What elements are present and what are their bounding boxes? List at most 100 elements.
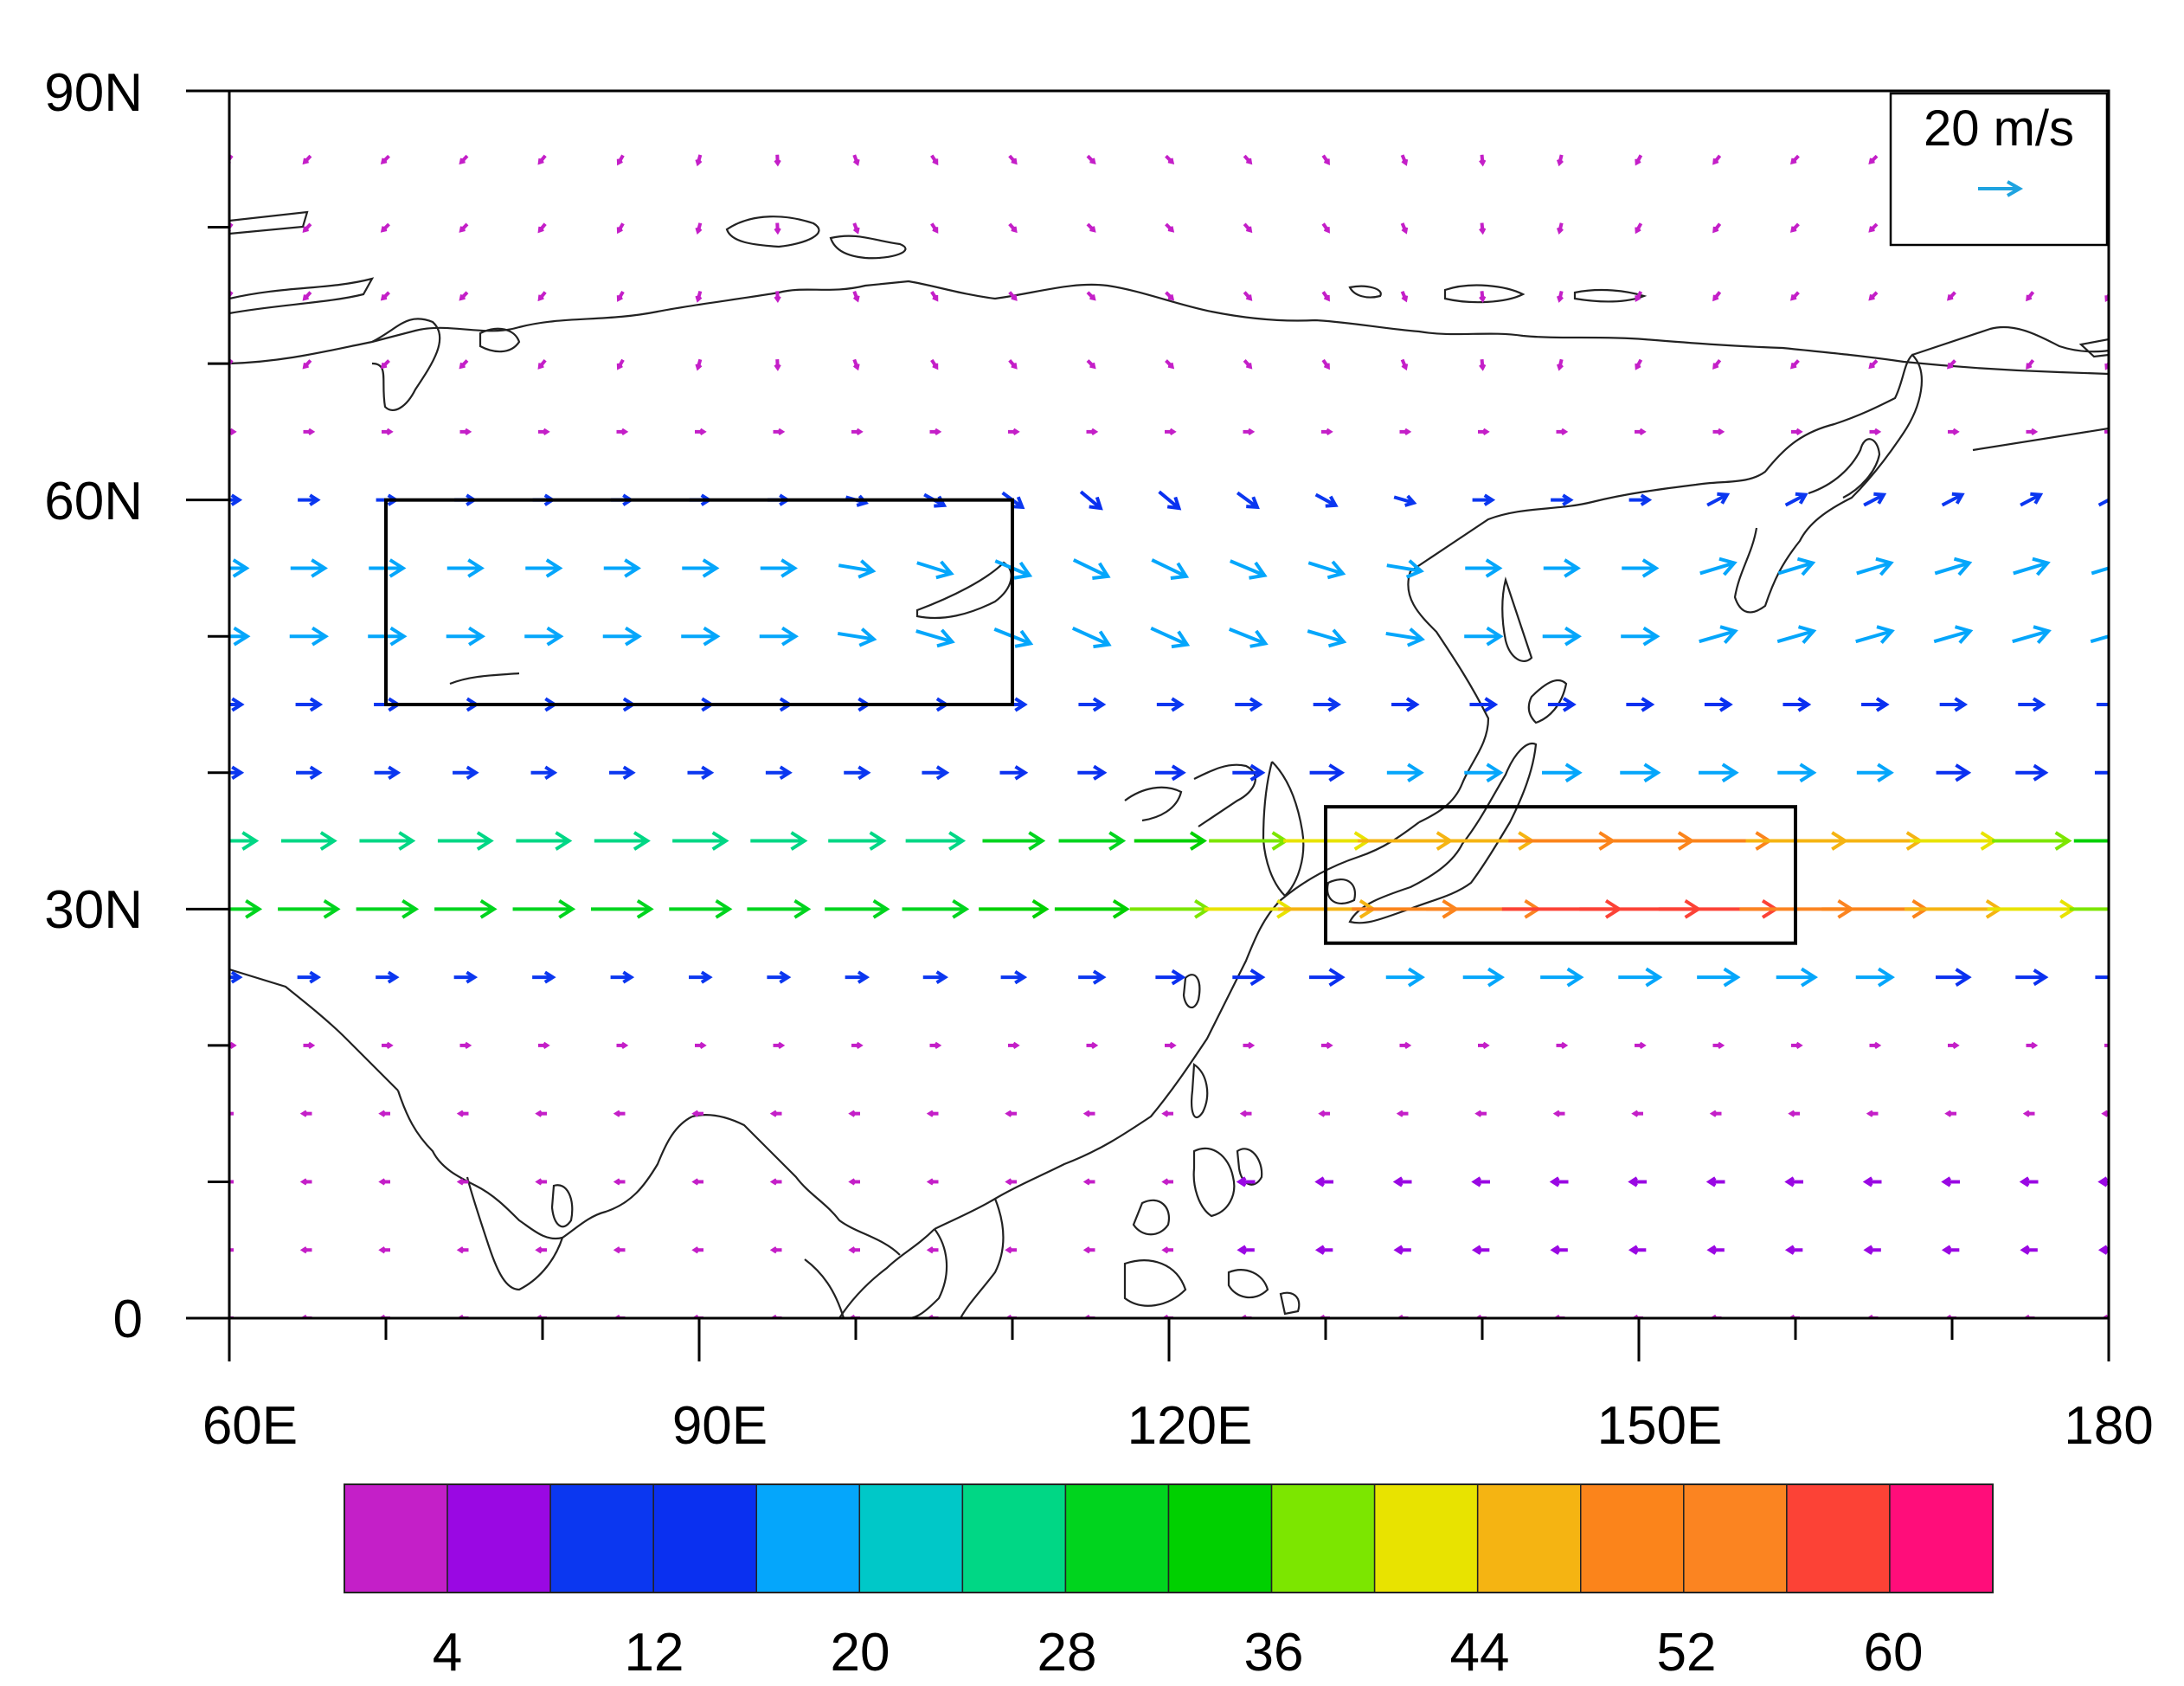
colorbar-label: 28 <box>1037 1623 1097 1683</box>
wind-vector <box>303 428 316 435</box>
wind-vector <box>1393 494 1417 507</box>
wind-vector <box>1699 557 1738 576</box>
wind-vector <box>537 358 547 370</box>
wind-vector <box>1082 1314 1095 1318</box>
wind-vector <box>2022 1314 2035 1318</box>
wind-vector <box>1400 154 1409 166</box>
wind-vector <box>769 1110 782 1117</box>
colorbar-label: 12 <box>625 1623 684 1683</box>
wind-vector <box>1479 222 1487 235</box>
wind-vector <box>2022 1110 2035 1117</box>
wind-vector <box>1318 1110 1330 1117</box>
wind-vector <box>229 222 234 232</box>
wind-vector <box>1628 493 1653 506</box>
wind-vector <box>902 898 970 919</box>
wind-vector <box>1777 763 1817 783</box>
wind-vector <box>229 428 237 435</box>
wind-vector <box>229 1248 234 1252</box>
wind-vector <box>695 154 703 167</box>
colorbar-swatch <box>858 1483 964 1593</box>
colorbar-swatch <box>1889 1483 1994 1593</box>
wind-vector <box>535 1178 547 1186</box>
wind-vector <box>1082 1110 1095 1117</box>
wind-vector <box>1549 1176 1569 1187</box>
wind-vector <box>609 765 636 780</box>
wind-vector <box>1161 1314 1173 1318</box>
wind-vector <box>774 222 781 235</box>
wind-vector <box>1622 558 1660 578</box>
colorbar-swatch <box>1270 1483 1376 1593</box>
wind-vector <box>380 222 390 233</box>
wind-vector <box>1552 1110 1565 1117</box>
wind-vectors <box>229 154 2109 1318</box>
colorbar-swatch <box>652 1483 757 1593</box>
wind-vector <box>1631 1110 1643 1117</box>
wind-vector <box>1400 290 1409 303</box>
wind-vector <box>456 1246 469 1254</box>
wind-vector <box>378 1314 390 1318</box>
wind-vector <box>356 898 420 919</box>
wind-vector <box>380 291 390 301</box>
wind-vector <box>378 1246 390 1254</box>
wind-vector <box>1471 1245 1490 1255</box>
wind-vector <box>669 898 733 919</box>
wind-vector <box>1856 763 1894 782</box>
wind-vector <box>1165 154 1175 164</box>
wind-vector <box>2026 291 2035 302</box>
wind-vector <box>1400 222 1409 235</box>
wind-vector <box>1154 764 1186 782</box>
colorbar-swatch <box>1373 1483 1479 1593</box>
wind-vector <box>1868 222 1879 233</box>
wind-vector <box>1078 697 1107 712</box>
wind-vector <box>1543 558 1581 578</box>
wind-vector <box>2019 1176 2039 1187</box>
wind-vector <box>1321 222 1330 234</box>
wind-vector <box>1239 1314 1252 1318</box>
wind-vector <box>537 222 547 234</box>
wind-vector <box>437 831 494 851</box>
wind-vector <box>1005 1110 1017 1117</box>
wind-vector <box>1705 1176 1725 1187</box>
colorbar-label: 60 <box>1864 1623 1924 1683</box>
wind-vector <box>229 358 234 369</box>
colorbar-label: 20 <box>831 1623 890 1683</box>
wind-vector <box>1635 154 1643 166</box>
wind-vector <box>1243 359 1253 370</box>
wind-vector <box>1005 1246 1017 1254</box>
wind-vector <box>1243 222 1253 234</box>
wind-vector <box>2015 968 2049 987</box>
wind-vector <box>616 358 625 370</box>
wind-vector <box>2020 1245 2038 1255</box>
wind-vector <box>590 898 654 919</box>
wind-vector <box>302 154 312 165</box>
wind-vector <box>2096 703 2109 706</box>
wind-vector <box>1229 559 1268 580</box>
wind-vector <box>1934 557 1973 576</box>
wind-vector <box>929 428 942 435</box>
wind-vector <box>1712 1041 1725 1049</box>
colorbar-swatch <box>755 1483 861 1593</box>
y-tick-label: 0 <box>113 1290 143 1349</box>
colorbar-outline <box>344 1483 1994 1593</box>
colorbar-swatch <box>1786 1483 1891 1593</box>
colorbar-swatch <box>549 1483 654 1593</box>
wind-vector <box>1000 969 1028 985</box>
wind-vector <box>524 626 564 647</box>
wind-vector <box>1479 154 1487 167</box>
wind-vector <box>1706 492 1731 507</box>
wind-vector <box>1072 558 1111 581</box>
wind-vector <box>1464 626 1504 647</box>
wind-vector <box>1228 627 1269 648</box>
wind-vector <box>926 1110 939 1117</box>
wind-vector <box>1868 154 1879 164</box>
wind-vector <box>229 970 243 984</box>
wind-vector <box>229 558 250 578</box>
wind-vector <box>1314 492 1339 508</box>
wind-vector <box>1777 557 1816 576</box>
wind-vector <box>1697 967 1741 988</box>
wind-vector <box>1631 1314 1643 1318</box>
wind-vector <box>1869 1041 1882 1049</box>
y-axis <box>186 89 229 1320</box>
wind-vector <box>1933 625 1974 645</box>
wind-vector <box>1005 1178 1017 1186</box>
